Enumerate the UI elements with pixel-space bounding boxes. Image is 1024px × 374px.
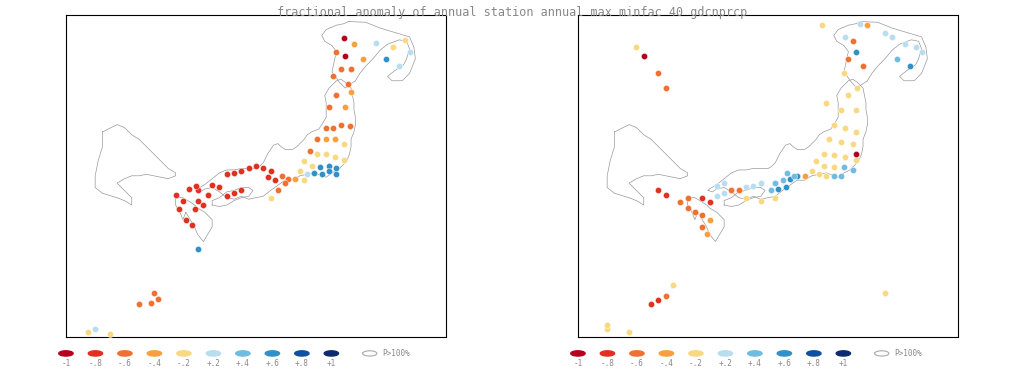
Text: P>100%: P>100% bbox=[382, 349, 410, 358]
Text: -1: -1 bbox=[61, 359, 71, 368]
Text: +.4: +.4 bbox=[748, 359, 762, 368]
Text: -.8: -.8 bbox=[88, 359, 102, 368]
Text: -1: -1 bbox=[573, 359, 583, 368]
Text: -.4: -.4 bbox=[147, 359, 162, 368]
Text: +.2: +.2 bbox=[719, 359, 732, 368]
Text: P>100%: P>100% bbox=[894, 349, 922, 358]
Text: -.2: -.2 bbox=[177, 359, 190, 368]
Text: -.2: -.2 bbox=[689, 359, 702, 368]
Text: +.6: +.6 bbox=[265, 359, 280, 368]
Text: +.8: +.8 bbox=[807, 359, 821, 368]
Text: +.4: +.4 bbox=[236, 359, 250, 368]
Text: fractional anomaly of annual station annual max minfac 40 gdcnprcp: fractional anomaly of annual station ann… bbox=[276, 6, 748, 19]
Text: -.8: -.8 bbox=[600, 359, 614, 368]
Text: -.4: -.4 bbox=[659, 359, 674, 368]
Text: +1: +1 bbox=[839, 359, 848, 368]
Text: +.8: +.8 bbox=[295, 359, 309, 368]
Text: +.6: +.6 bbox=[777, 359, 792, 368]
Text: +.2: +.2 bbox=[207, 359, 220, 368]
Text: +1: +1 bbox=[327, 359, 336, 368]
Text: -.6: -.6 bbox=[630, 359, 644, 368]
Text: -.6: -.6 bbox=[118, 359, 132, 368]
